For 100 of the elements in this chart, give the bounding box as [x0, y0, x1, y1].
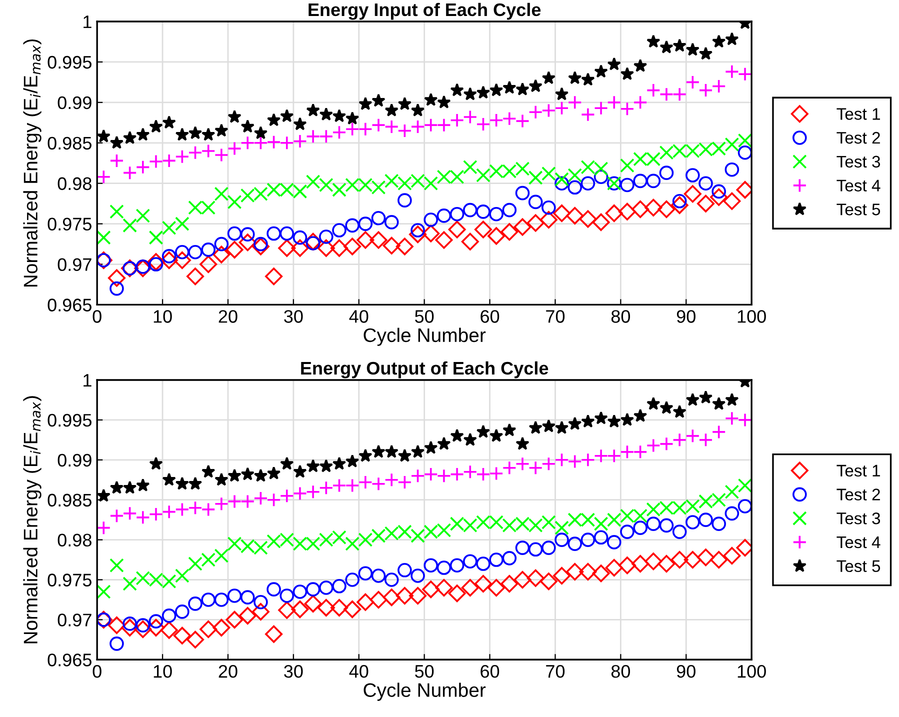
point: [212, 246, 230, 264]
point: [317, 598, 335, 616]
point: [344, 238, 362, 256]
point: [436, 118, 452, 132]
point: [489, 552, 504, 567]
point: [528, 194, 543, 210]
point: [514, 570, 532, 589]
point: [278, 239, 296, 257]
x-tick-label: 20: [218, 310, 238, 323]
y-tick-label: 0.97: [58, 258, 92, 271]
point: [462, 202, 478, 218]
point: [214, 124, 228, 137]
point: [712, 34, 726, 48]
point: [607, 414, 621, 428]
point: [579, 562, 597, 581]
point: [396, 586, 414, 604]
point: [136, 510, 150, 525]
point: [462, 464, 478, 480]
point: [148, 154, 164, 169]
point: [147, 618, 165, 636]
point: [738, 478, 752, 493]
point: [110, 558, 124, 573]
point: [292, 230, 308, 245]
point: [214, 148, 229, 162]
point: [384, 572, 399, 587]
point: [227, 194, 242, 210]
point: [134, 620, 152, 638]
point: [594, 516, 608, 531]
point: [686, 75, 700, 90]
point: [238, 606, 256, 624]
point: [594, 448, 608, 464]
point: [738, 145, 752, 160]
point: [618, 202, 636, 220]
point: [515, 456, 530, 472]
point: [463, 432, 477, 446]
point: [240, 227, 255, 242]
x-tick-label: 90: [676, 310, 696, 323]
point: [422, 580, 440, 598]
point: [186, 630, 204, 648]
point: [515, 186, 530, 200]
point: [489, 428, 504, 442]
point: [554, 520, 569, 535]
point: [214, 186, 229, 202]
point: [476, 424, 490, 438]
point: [108, 616, 126, 634]
point: [188, 556, 202, 571]
point: [317, 239, 335, 257]
point: [646, 34, 660, 48]
point: [332, 578, 346, 594]
point: [162, 154, 176, 168]
point: [620, 524, 634, 539]
point: [554, 420, 569, 434]
point: [515, 540, 530, 555]
point: [450, 83, 464, 96]
point: [633, 174, 648, 188]
point: [228, 110, 242, 123]
y-tick-label: 0.99: [58, 454, 92, 467]
point: [723, 547, 741, 565]
point: [568, 536, 582, 551]
point: [384, 120, 399, 134]
point: [698, 46, 713, 60]
point: [280, 488, 294, 504]
y-tick-label: 0.975: [48, 218, 92, 231]
point: [356, 593, 374, 611]
point: [188, 126, 202, 140]
point: [712, 79, 726, 94]
point: [659, 87, 674, 102]
point: [136, 478, 150, 492]
point: [358, 566, 373, 581]
point: [110, 480, 124, 494]
point: [410, 568, 425, 583]
y-tick-label: 0.97: [58, 614, 92, 626]
point: [384, 444, 398, 458]
point: [136, 160, 150, 174]
point: [435, 578, 453, 596]
point: [398, 96, 412, 110]
point: [280, 226, 294, 241]
point: [214, 592, 229, 607]
point: [266, 113, 281, 126]
point: [175, 568, 190, 583]
point: [424, 212, 438, 227]
x-tick-label: 0: [92, 310, 102, 323]
point: [148, 257, 164, 272]
point: [542, 166, 556, 181]
x-tick-label: 70: [546, 310, 565, 323]
x-tick-label: 70: [546, 664, 565, 678]
point: [620, 412, 634, 426]
point: [450, 558, 464, 573]
point: [188, 244, 202, 260]
y-tick-label: 0.985: [48, 494, 92, 507]
point: [528, 79, 542, 92]
point: [724, 64, 740, 79]
x-tick-label: 50: [415, 664, 434, 678]
point: [632, 555, 650, 573]
point: [382, 588, 400, 606]
point: [620, 66, 634, 80]
point: [384, 472, 399, 488]
point: [278, 601, 296, 619]
point: [488, 227, 506, 245]
point: [568, 180, 582, 195]
